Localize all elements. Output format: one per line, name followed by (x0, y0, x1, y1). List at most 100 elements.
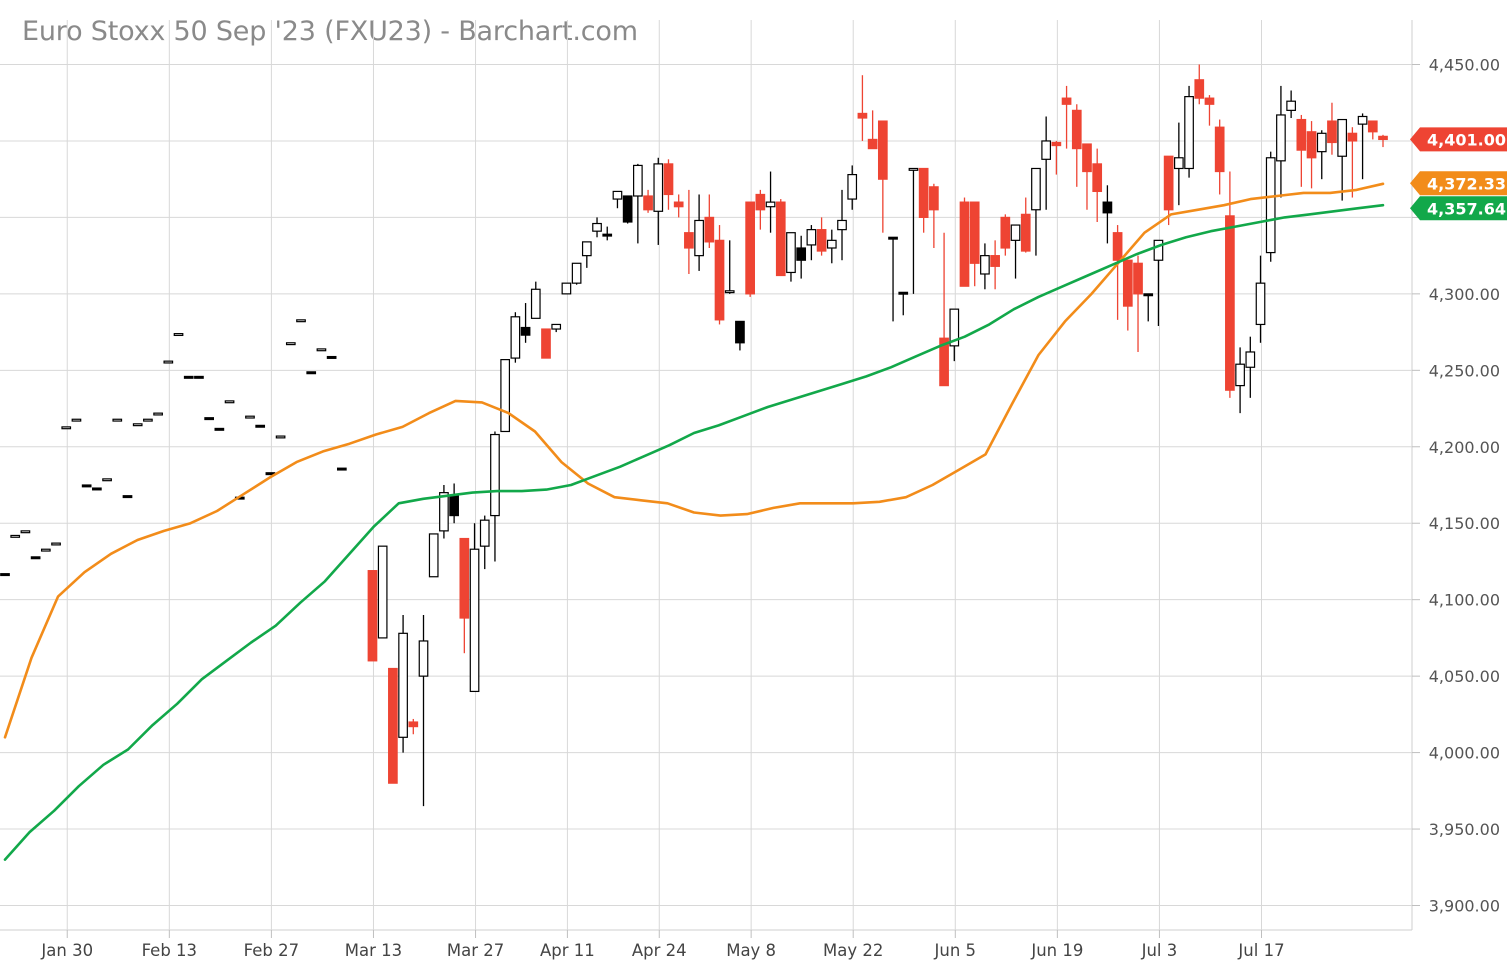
candle-body (1255, 282, 1266, 326)
candle (530, 281, 541, 319)
candle-body (1112, 232, 1123, 261)
candle-body (449, 495, 459, 517)
candle-body (163, 360, 174, 364)
y-tick-label: 4,300.00 (1429, 285, 1500, 304)
badge-shape (1410, 171, 1507, 196)
x-tick-label: May 22 (823, 941, 883, 960)
candle (826, 229, 837, 264)
candle-body (1041, 140, 1052, 160)
candle-body (1214, 126, 1225, 173)
candle (1082, 143, 1092, 210)
candle-body (194, 375, 204, 379)
candle (1122, 259, 1133, 331)
candle-body (459, 537, 470, 619)
candle-body (71, 418, 82, 422)
y-tick-label: 4,050.00 (1429, 667, 1500, 686)
candle-body (1347, 132, 1358, 142)
candle-body (112, 418, 123, 422)
candle (867, 110, 878, 150)
candle (520, 303, 531, 343)
candle-body (316, 348, 327, 352)
candle-body (571, 262, 582, 284)
candle-body (1337, 118, 1348, 157)
candle (224, 400, 235, 404)
candle (163, 360, 174, 364)
candle (183, 375, 194, 379)
candle-body (183, 375, 194, 379)
candle-body (326, 355, 337, 359)
candle (755, 189, 766, 230)
candle (1225, 171, 1235, 398)
candle-body (867, 138, 878, 150)
candle-body (581, 241, 592, 257)
last-price-badge: 4,401.00 (1410, 127, 1507, 152)
candle-body (51, 542, 61, 546)
candle-body (122, 495, 133, 499)
candle-body (1061, 97, 1072, 105)
candle (1265, 151, 1276, 262)
candle (285, 342, 296, 346)
candle (1184, 85, 1194, 178)
candle (990, 240, 1000, 290)
candle (143, 418, 153, 422)
candle-body (561, 282, 572, 295)
candle-body (816, 229, 827, 252)
candle (469, 523, 480, 693)
x-tick-label: Mar 27 (447, 941, 504, 960)
candle (112, 418, 123, 422)
y-tick-label: 4,150.00 (1429, 514, 1500, 533)
candle (439, 485, 449, 539)
x-tick-label: Jan 30 (40, 941, 93, 960)
candle-body (908, 167, 919, 171)
candle (1143, 293, 1154, 322)
candle (245, 415, 255, 419)
y-tick-label: 4,100.00 (1429, 591, 1500, 610)
candle (490, 431, 500, 562)
candle-body (694, 219, 704, 257)
candle (735, 320, 745, 351)
candle-body (1174, 157, 1184, 170)
candle-body (1000, 216, 1011, 249)
candle-body (224, 400, 235, 404)
candle (969, 201, 980, 287)
candle-body (439, 492, 449, 532)
candle-body (1357, 115, 1368, 125)
candle (1296, 114, 1307, 187)
candle (204, 417, 214, 421)
candle (30, 556, 41, 560)
candle-body (500, 359, 511, 433)
candle-body (10, 534, 21, 538)
candle (745, 201, 755, 297)
candle (714, 225, 725, 325)
candle (1112, 225, 1123, 320)
candle-body (929, 186, 939, 211)
candle-body (1327, 120, 1337, 144)
candle (1337, 118, 1348, 201)
candle-body (30, 556, 41, 560)
candle (0, 573, 10, 577)
candle (20, 530, 31, 534)
candle (388, 667, 398, 784)
y-axis: 3,900.00 3,950.00 4,000.00 4,050.00 4,100.00… (1412, 56, 1500, 916)
candle-body (663, 163, 674, 196)
candle-body (296, 319, 306, 323)
candle-body (1071, 109, 1082, 150)
candle-body (1235, 363, 1245, 387)
candle-body (398, 632, 408, 738)
candle (602, 226, 613, 241)
candle (1092, 148, 1103, 222)
candle (673, 194, 684, 218)
candle (1174, 122, 1184, 206)
candle (592, 217, 602, 238)
candle-body (1265, 157, 1276, 254)
candle-body (1143, 293, 1154, 297)
candle-body (1367, 120, 1378, 133)
candle (1000, 214, 1011, 256)
price-badges: 4,401.00 4,372.33 4,357.64 (1410, 127, 1507, 221)
candle (1327, 102, 1337, 155)
candle (959, 197, 970, 287)
candle-body (826, 239, 837, 249)
candle-body (214, 427, 225, 431)
candle-body (877, 120, 888, 180)
